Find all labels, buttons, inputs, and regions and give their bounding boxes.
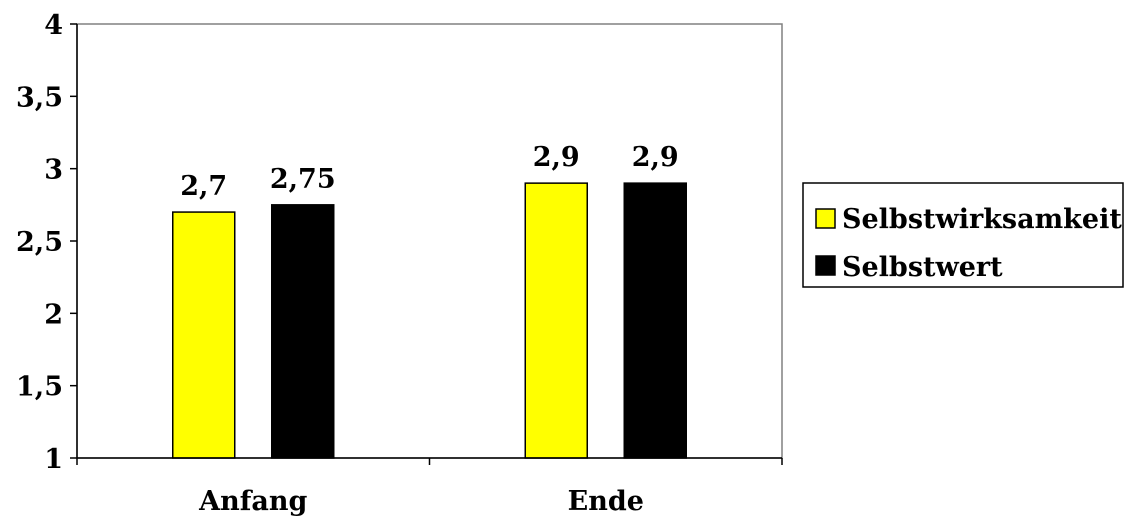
x-category-label-anfang: Anfang	[198, 486, 307, 517]
y-tick-label: 1,5	[16, 372, 63, 403]
bar-ende-selbstwirksamkeit	[524, 182, 588, 459]
bar-ende-selbstwert	[623, 182, 687, 459]
bar-anfang-selbstwert	[271, 204, 335, 459]
bar-anfang-selbstwirksamkeit	[172, 211, 236, 459]
x-category-label-ende: Ende	[568, 486, 644, 517]
y-tick-label: 4	[44, 10, 63, 41]
x-axis-ticks: Anfang Ende	[76, 458, 783, 517]
y-tick-label: 2	[44, 299, 63, 330]
data-labels-group: 2,7 2,75 2,9 2,9	[180, 142, 678, 202]
legend-label-selbstwirksamkeit: Selbstwirksamkeit	[842, 204, 1122, 235]
legend-label-selbstwert: Selbstwert	[842, 252, 1003, 283]
legend-swatch-selbstwert	[815, 255, 836, 276]
y-axis-ticks: 1 1,5 2 2,5 3 3,5 4	[16, 10, 77, 475]
data-label-anfang-selbstwert: 2,75	[270, 164, 336, 195]
data-label-ende-selbstwirksamkeit: 2,9	[533, 142, 580, 173]
y-tick-label: 3	[44, 155, 63, 186]
y-tick-label: 2,5	[16, 227, 63, 258]
data-label-anfang-selbstwirksamkeit: 2,7	[180, 171, 227, 202]
legend-box	[802, 182, 1124, 288]
bars-group	[172, 182, 687, 459]
legend-swatch-selbstwirksamkeit	[815, 208, 836, 229]
data-label-ende-selbstwert: 2,9	[632, 142, 679, 173]
y-tick-label: 3,5	[16, 82, 63, 113]
legend: Selbstwirksamkeit Selbstwert	[802, 182, 1124, 288]
y-tick-label: 1	[44, 444, 63, 475]
